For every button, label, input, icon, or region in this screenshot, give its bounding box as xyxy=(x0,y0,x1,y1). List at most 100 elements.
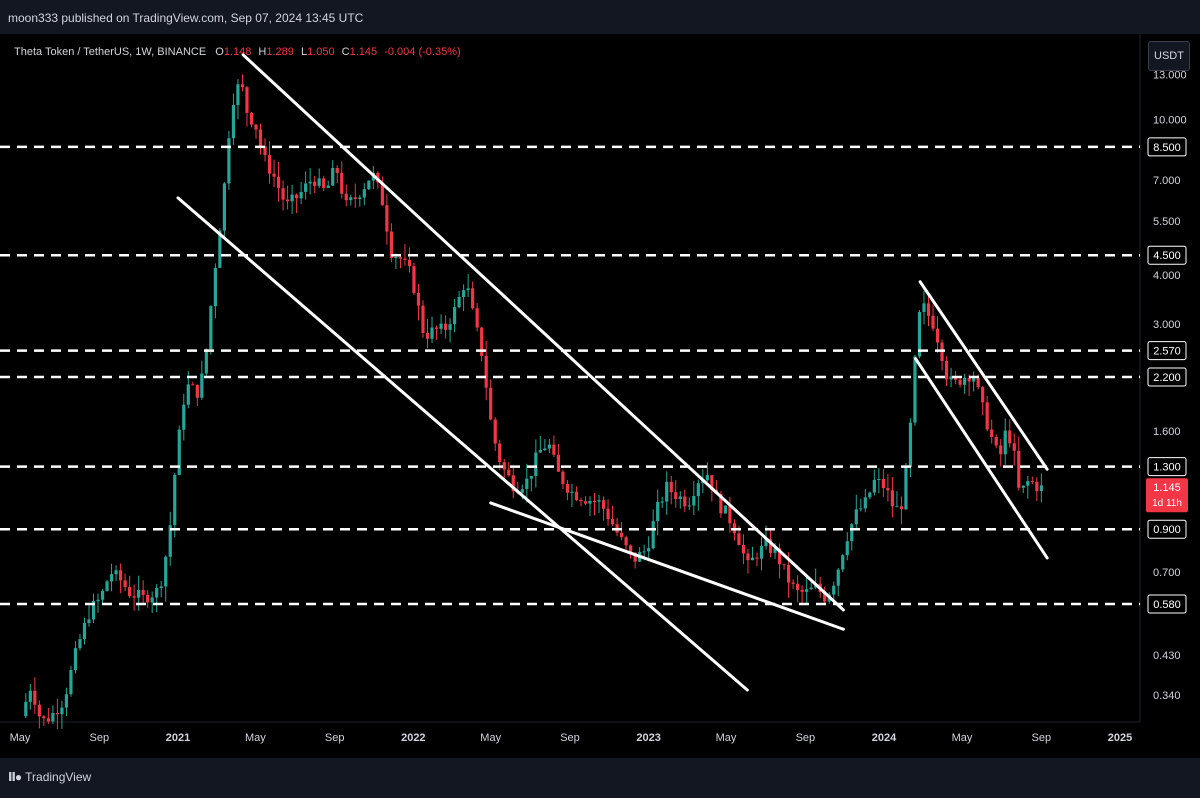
candle-body xyxy=(213,267,217,307)
candle-body xyxy=(204,349,208,374)
candle-body xyxy=(114,570,118,575)
y-tick-label: 0.340 xyxy=(1153,690,1181,702)
candle-body xyxy=(394,257,398,259)
candle-body xyxy=(358,197,362,200)
candle-body xyxy=(994,437,998,446)
candle-body xyxy=(222,183,226,231)
candle-body xyxy=(520,489,524,493)
candle-body xyxy=(290,194,294,202)
candle-body xyxy=(944,361,949,380)
candle-body xyxy=(100,590,105,600)
candle-body xyxy=(276,176,281,189)
candle-body xyxy=(37,704,41,717)
candle-body xyxy=(890,490,895,507)
candle-body xyxy=(240,84,245,88)
candle-body xyxy=(886,488,890,491)
candle-body xyxy=(538,450,542,453)
candle-body xyxy=(462,290,466,298)
candle-body xyxy=(791,582,795,584)
candle-body xyxy=(863,497,867,509)
candle-body xyxy=(759,546,764,559)
candle-body xyxy=(570,491,574,493)
candle-body xyxy=(349,197,353,201)
candle-body xyxy=(723,505,728,514)
level-label-box xyxy=(1147,594,1187,614)
x-tick-label: May xyxy=(245,732,266,744)
candle-body xyxy=(764,539,768,547)
candle-body xyxy=(1008,430,1012,444)
candle-body xyxy=(917,312,922,357)
candle-body xyxy=(389,231,393,258)
y-tick-label: 3.000 xyxy=(1153,319,1181,331)
level-label: 4.500 xyxy=(1153,250,1181,262)
candle-body xyxy=(304,183,308,192)
level-label: 2.570 xyxy=(1153,346,1181,358)
candle-body xyxy=(976,377,980,388)
candle-body xyxy=(272,173,276,177)
candle-body xyxy=(877,479,881,481)
candle-body xyxy=(552,444,556,455)
low-value: 1.050 xyxy=(307,46,335,58)
candle-body xyxy=(981,387,985,403)
trend-line-lower-channel-2024 xyxy=(914,357,1049,560)
tradingview-brand[interactable]: Ⅱ● TradingView xyxy=(8,770,91,784)
candle-body xyxy=(741,544,746,554)
candle-body xyxy=(231,105,236,139)
x-tick-label: Sep xyxy=(560,732,580,744)
candle-body xyxy=(1021,485,1025,488)
candle-body xyxy=(574,491,579,500)
candle-body xyxy=(471,288,475,309)
candle-body xyxy=(850,524,854,542)
candle-body xyxy=(82,623,87,640)
candle-body xyxy=(146,594,150,603)
candle-body xyxy=(150,597,154,603)
candle-body xyxy=(895,506,899,508)
candle-body xyxy=(281,188,285,200)
candle-body xyxy=(164,556,168,587)
level-label-box xyxy=(1147,341,1187,361)
candle-body xyxy=(687,505,691,507)
candle-body xyxy=(87,619,91,624)
candle-body xyxy=(118,570,123,581)
candle-body xyxy=(619,532,624,538)
candle-body xyxy=(705,475,709,481)
candle-body xyxy=(543,448,547,451)
level-label: 0.900 xyxy=(1153,524,1181,536)
candle-body xyxy=(999,445,1003,455)
candle-body xyxy=(416,293,421,306)
candle-body xyxy=(773,548,777,553)
candle-body xyxy=(656,501,660,522)
y-tick-label: 5.500 xyxy=(1153,216,1181,228)
published-bar: moon333 published on TradingView.com, Se… xyxy=(0,0,1200,34)
candle-body xyxy=(728,505,732,524)
candle-body xyxy=(606,508,610,520)
currency-unit-button[interactable]: USDT xyxy=(1148,41,1190,71)
candle-body xyxy=(881,479,885,489)
candle-body xyxy=(755,557,759,559)
level-label-box xyxy=(1147,137,1187,157)
close-value: 1.145 xyxy=(349,46,378,58)
candle-body xyxy=(1030,481,1034,483)
candle-body xyxy=(904,466,908,510)
candle-body xyxy=(967,377,971,382)
y-tick-label: 1.600 xyxy=(1153,426,1181,438)
candle-body xyxy=(836,569,840,586)
candle-body xyxy=(556,454,560,472)
level-label-box xyxy=(1147,457,1187,477)
candle-body xyxy=(466,288,470,291)
candle-body xyxy=(128,587,132,597)
candle-body xyxy=(64,694,69,708)
candle-body xyxy=(141,589,145,595)
candle-body xyxy=(191,384,195,386)
candle-body xyxy=(407,259,412,267)
high-label: H xyxy=(258,46,267,58)
candle-body xyxy=(854,509,858,525)
tradingview-logo-icon: Ⅱ● xyxy=(8,770,22,784)
candle-body xyxy=(367,180,371,190)
candle-body xyxy=(60,707,64,715)
candle-body xyxy=(696,483,700,497)
candle-body xyxy=(313,181,317,186)
candle-body xyxy=(430,327,434,339)
candle-body xyxy=(926,303,931,316)
